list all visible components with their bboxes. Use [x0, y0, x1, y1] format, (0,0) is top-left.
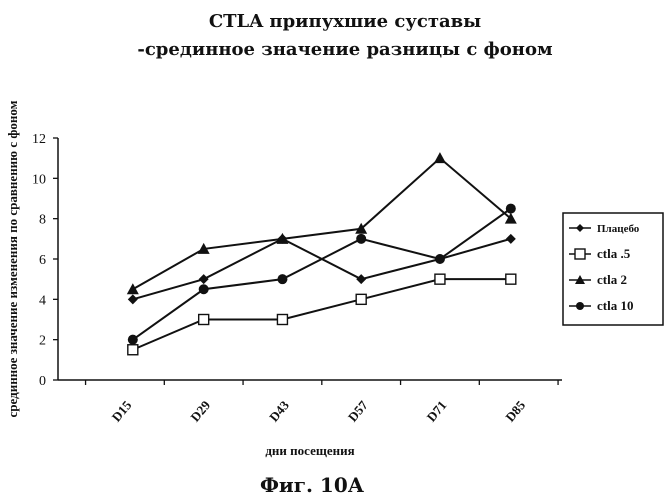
y-tick-label: 8: [39, 213, 46, 228]
marker-circle: [356, 234, 366, 244]
marker-square: [128, 345, 138, 355]
marker-circle: [199, 284, 209, 294]
y-axis-label: срединное значение изменения по сравнени…: [5, 100, 20, 417]
x-axis-label: дни посещения: [265, 443, 354, 458]
y-tick-label: 2: [39, 334, 46, 349]
x-tick-label: D85: [502, 397, 528, 424]
marker-circle: [435, 254, 445, 264]
series-line: [133, 209, 511, 340]
marker-square: [277, 315, 287, 325]
marker-triangle: [127, 283, 139, 294]
legend-label: ctla 2: [597, 272, 627, 287]
legend: Плацебо ctla .5 ctla 2 ctla 10: [563, 213, 663, 325]
marker-square: [199, 315, 209, 325]
y-tick-label: 10: [32, 172, 46, 187]
x-tick-label: D71: [424, 398, 450, 425]
y-tick-label: 12: [32, 132, 46, 147]
marker-square: [356, 294, 366, 304]
marker-circle: [576, 302, 584, 310]
y-tick-label: 6: [39, 253, 46, 268]
marker-square: [575, 249, 585, 259]
legend-label: ctla 10: [597, 298, 633, 313]
series-3: [128, 204, 516, 345]
marker-circle: [277, 274, 287, 284]
chart-title-line2: -срединное значение разницы с фоном: [137, 39, 553, 60]
y-axis-label-group: срединное значение изменения по сравнени…: [5, 100, 20, 417]
marker-triangle: [434, 152, 446, 163]
y-tick-label: 4: [39, 293, 46, 308]
figure-caption: Фиг. 10А: [260, 473, 365, 497]
x-ticks: D15 D29 D43 D57 D71 D85: [86, 380, 559, 425]
marker-square: [435, 274, 445, 284]
x-tick-label: D57: [345, 397, 371, 424]
legend-label: Плацебо: [597, 223, 640, 235]
chart-title-line1: CTLA припухшие суставы: [209, 11, 481, 32]
series-line: [133, 158, 511, 289]
marker-diamond: [356, 274, 366, 284]
marker-diamond: [199, 274, 209, 284]
marker-circle: [506, 204, 516, 214]
x-tick-label: D43: [266, 397, 292, 424]
legend-label: ctla .5: [597, 246, 631, 261]
marker-square: [506, 274, 516, 284]
series-layer: [127, 152, 517, 355]
x-tick-label: D29: [187, 397, 213, 424]
series-2: [127, 152, 517, 294]
y-tick-label: 0: [39, 374, 46, 389]
marker-circle: [128, 335, 138, 345]
series-1: [128, 274, 516, 355]
marker-diamond: [506, 234, 516, 244]
series-line: [133, 279, 511, 350]
marker-diamond: [128, 294, 138, 304]
x-tick-label: D15: [109, 397, 135, 424]
series-0: [128, 234, 516, 305]
y-ticks: 0 2 4 6 8 10 12: [32, 132, 58, 389]
